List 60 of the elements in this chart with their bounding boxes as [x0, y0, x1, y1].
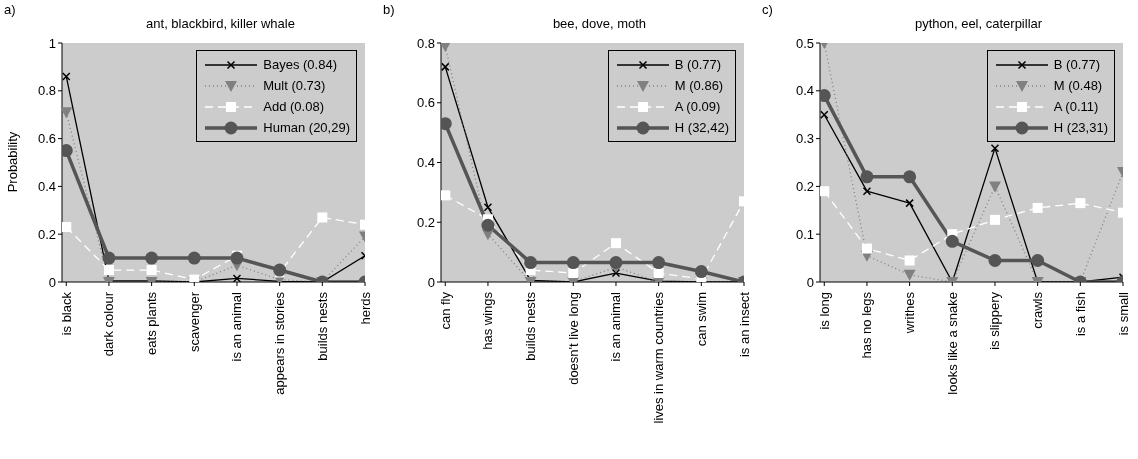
legend-label: Bayes (0.84) — [263, 57, 337, 72]
x-tick-label: is slippery — [987, 291, 1003, 350]
chart-title: bee, dove, moth — [551, 16, 648, 31]
text: a) — [4, 2, 16, 17]
legend-label: H (23,31) — [1053, 120, 1108, 135]
text: c) — [762, 2, 773, 17]
x-tick-label: is a fish — [1072, 292, 1088, 337]
x-tick-label: has wings — [480, 291, 496, 350]
y-tick-label: 0.8 — [416, 35, 435, 51]
x-tick-label: builds nests — [523, 291, 539, 361]
x-tick-label: builds nests — [314, 291, 330, 361]
y-tick-label: 0 — [806, 274, 814, 290]
y-tick-label: 0 — [48, 274, 56, 290]
x-tick-label: is an insect — [736, 291, 752, 358]
legend-label: Mult (0.73) — [263, 78, 326, 93]
y-tick-label: 0.6 — [37, 131, 56, 147]
y-tick-label: 0.2 — [37, 226, 56, 242]
y-tick-label: 0.2 — [416, 214, 435, 230]
text: b) — [383, 2, 395, 17]
legend-label: H (32,42) — [674, 120, 729, 135]
x-tick-label: is an animal — [608, 291, 624, 362]
y-axis-title: Probability — [4, 131, 20, 193]
y-tick-label: 0.1 — [795, 226, 814, 242]
legend-label: Human (20,29) — [263, 120, 350, 135]
y-tick-label: 0.3 — [795, 131, 814, 147]
legend-label: Add (0.08) — [263, 99, 324, 114]
y-tick-label: 0 — [427, 274, 435, 290]
legend-label: M (0.86) — [674, 78, 724, 93]
y-tick-label: 0.4 — [416, 155, 435, 171]
y-tick-label: 0.8 — [37, 83, 56, 99]
x-tick-label: has no legs — [859, 291, 875, 359]
x-tick-label: is small — [1115, 291, 1131, 336]
x-tick-label: appears in stories — [272, 291, 288, 395]
legend-label: B (0.77) — [1053, 57, 1101, 72]
y-tick-label: 0.6 — [416, 95, 435, 111]
chart-title: python, eel, caterpillar — [913, 16, 1044, 31]
legend-label: B (0.77) — [674, 57, 722, 72]
x-tick-label: is black — [58, 291, 74, 336]
x-tick-label: doesn't live long — [565, 292, 581, 385]
x-tick-label: is an animal — [229, 291, 245, 362]
x-tick-label: dark colour — [101, 291, 117, 357]
legend-label: A (0.09) — [674, 99, 721, 114]
x-tick-label: herds — [357, 291, 373, 325]
legend-label: A (0.11) — [1053, 99, 1099, 114]
x-tick-label: can swim — [693, 292, 709, 347]
x-tick-label: crawls — [1030, 291, 1046, 329]
x-tick-label: looks like a snake — [944, 292, 960, 395]
chart-title: ant, blackbird, killer whale — [145, 16, 296, 31]
y-tick-label: 0.5 — [795, 35, 814, 51]
x-tick-label: writhes — [902, 291, 918, 335]
y-tick-label: 1 — [48, 35, 56, 51]
x-tick-label: eats plants — [144, 291, 160, 355]
y-tick-label: 0.2 — [795, 179, 814, 195]
x-tick-label: scavenger — [186, 291, 202, 352]
y-tick-label: 0.4 — [795, 83, 814, 99]
y-tick-label: 0.4 — [37, 179, 56, 195]
x-tick-label: is long — [816, 292, 832, 330]
x-tick-label: can fly — [437, 291, 453, 330]
legend-label: M (0.48) — [1053, 78, 1103, 93]
x-tick-label: lives in warm countries — [651, 291, 667, 424]
